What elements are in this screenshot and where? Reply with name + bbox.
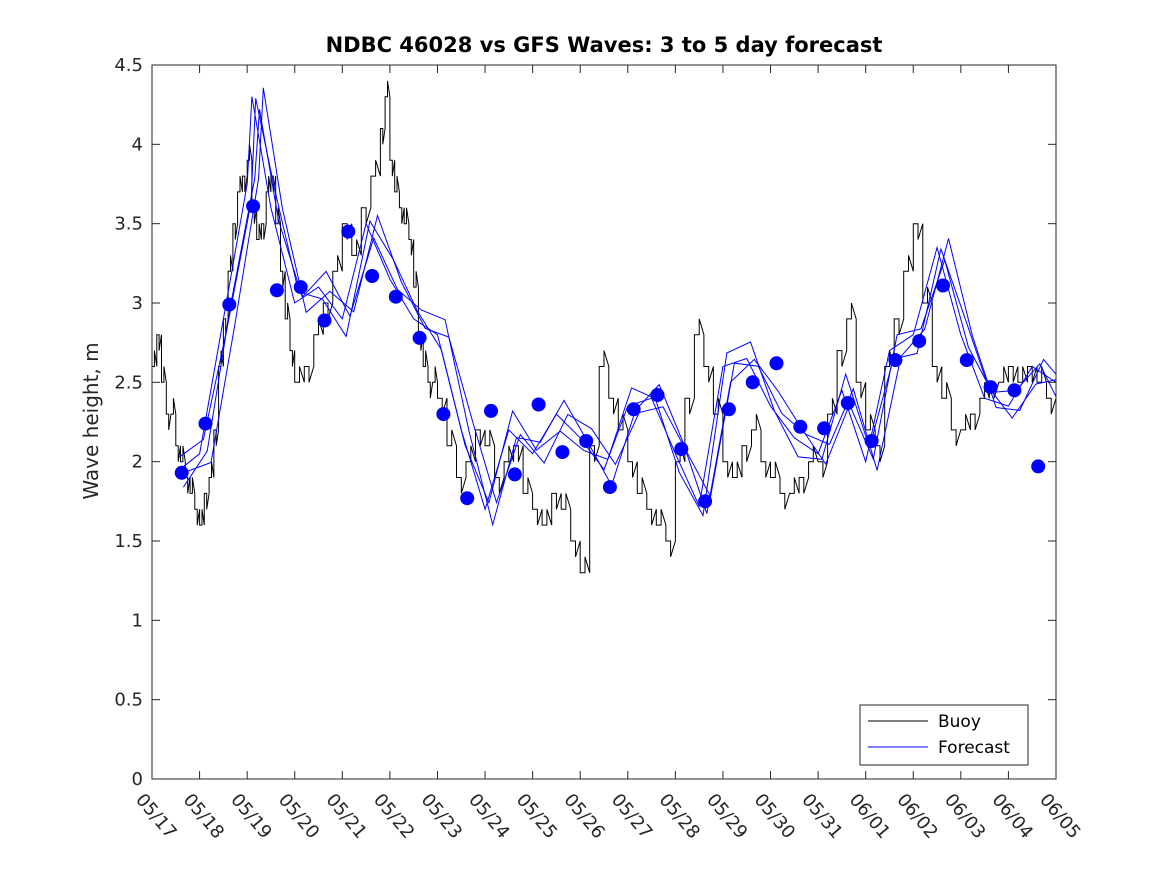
forecast-marker [507, 467, 522, 482]
plot-frame [151, 64, 1057, 780]
x-tick-label: 05/26 [559, 790, 608, 843]
forecast-marker [436, 407, 451, 422]
forecast-marker [460, 491, 475, 506]
forecast-marker [579, 434, 594, 448]
forecast-marker [626, 402, 641, 417]
x-tick-label: 05/19 [226, 790, 275, 843]
legend-buoy-label: Buoy [938, 712, 981, 732]
forecast-line [179, 98, 1057, 518]
buoy-line [152, 80, 1057, 574]
legend-box [859, 704, 1029, 766]
x-tick-label: 05/22 [369, 790, 418, 843]
chart-title: NDBC 46028 vs GFS Waves: 3 to 5 day fore… [326, 33, 883, 57]
forecast-marker [817, 421, 832, 436]
legend-forecast-label: Forecast [938, 738, 1010, 758]
forecast-marker [388, 289, 403, 304]
y-tick-label: 0 [132, 769, 143, 790]
forecast-marker [246, 199, 261, 214]
y-tick-label: 4 [132, 134, 143, 155]
x-tick-label: 05/24 [464, 790, 513, 843]
forecast-marker [959, 353, 974, 368]
forecast-marker [888, 353, 903, 368]
y-tick-label: 3 [132, 293, 143, 314]
forecast-marker [698, 494, 713, 509]
x-tick-label: 05/29 [702, 790, 751, 843]
y-tick-label: 0.5 [114, 690, 143, 711]
plot-background [152, 65, 1056, 779]
forecast-marker [983, 380, 998, 395]
y-tick-label: 1 [132, 610, 143, 631]
plot-area [151, 64, 1057, 780]
forecast-marker [293, 280, 308, 295]
forecast-marker [269, 283, 284, 298]
y-axis-label: Wave height, m [79, 342, 103, 499]
forecast-marker [341, 224, 356, 239]
x-tick-label: 06/03 [940, 790, 989, 843]
legend: Buoy Forecast [859, 704, 1029, 766]
forecast-marker [198, 416, 213, 431]
x-tick-label: 05/20 [274, 790, 323, 843]
x-tick-label: 06/02 [892, 790, 941, 843]
forecast-marker [222, 297, 237, 312]
buoy-series-layer [152, 80, 1057, 574]
forecast-markers-layer [174, 199, 1046, 509]
forecast-marker [769, 356, 784, 371]
forecast-marker [365, 269, 380, 283]
forecast-marker [793, 419, 808, 434]
forecast-marker [936, 278, 950, 293]
forecast-marker [721, 402, 736, 417]
y-tick-label: 3.5 [114, 214, 143, 235]
x-tick-label: 06/01 [845, 790, 894, 843]
forecast-marker [912, 334, 927, 349]
x-tick-label: 05/25 [512, 790, 561, 843]
x-tick-label: 06/04 [988, 790, 1037, 843]
x-tick-label: 05/18 [179, 790, 228, 843]
forecast-marker [531, 397, 546, 412]
y-axis: 0 0.5 1 1.5 2 2.5 3 3.5 4 4.5 [114, 55, 1056, 790]
x-tick-label: 05/21 [321, 790, 370, 843]
forecast-marker [674, 442, 689, 456]
forecast-marker [745, 375, 760, 390]
forecast-marker [1031, 459, 1046, 474]
x-tick-label: 05/17 [131, 790, 180, 843]
forecast-marker [555, 445, 570, 460]
y-tick-label: 1.5 [114, 531, 143, 552]
x-tick-label: 05/23 [417, 790, 466, 843]
x-tick-label: 05/31 [797, 790, 846, 843]
forecast-marker [174, 465, 189, 480]
x-tick-label: 05/28 [655, 790, 704, 843]
y-tick-label: 2 [132, 452, 143, 473]
forecast-marker [864, 434, 879, 448]
y-tick-label: 4.5 [114, 55, 143, 76]
forecast-marker [1007, 383, 1022, 398]
forecast-marker [840, 396, 855, 410]
forecast-marker [602, 480, 617, 495]
y-tick-label: 2.5 [114, 372, 143, 393]
forecast-marker [317, 313, 332, 328]
forecast-marker [484, 403, 498, 418]
x-tick-label: 05/30 [750, 790, 799, 843]
x-tick-label: 05/27 [607, 790, 656, 843]
forecast-marker [412, 330, 427, 345]
x-tick-label: 06/05 [1035, 790, 1084, 843]
forecast-marker [650, 388, 665, 402]
